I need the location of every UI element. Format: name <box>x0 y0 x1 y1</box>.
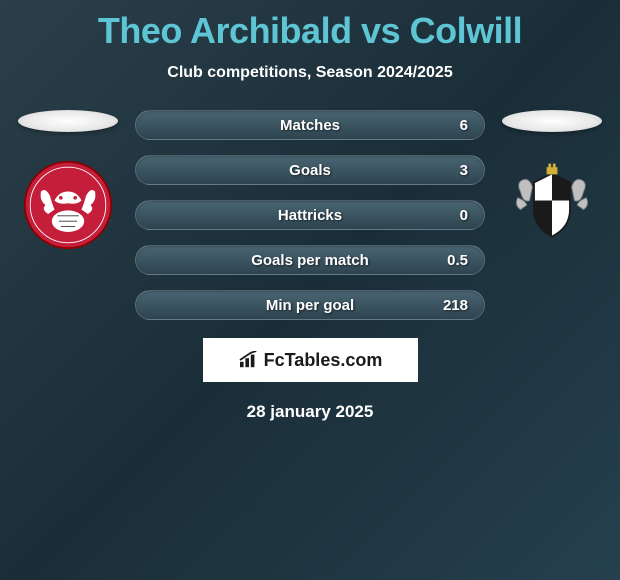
stat-right-value: 0.5 <box>438 252 468 269</box>
stats-column: Matches 6 Goals 3 Hattricks 0 Goals per … <box>135 110 485 320</box>
stat-right-value: 218 <box>438 297 468 314</box>
stat-label: Matches <box>280 117 340 134</box>
stat-label: Hattricks <box>278 207 342 224</box>
right-team-crest-icon <box>507 160 597 250</box>
comparison-subtitle: Club competitions, Season 2024/2025 <box>0 64 620 82</box>
right-oval-badge <box>502 110 602 132</box>
left-oval-badge <box>18 110 118 132</box>
left-player-col <box>13 110 123 250</box>
stat-row-hattricks: Hattricks 0 <box>135 200 485 230</box>
right-player-col <box>497 110 607 250</box>
stat-row-mpg: Min per goal 218 <box>135 290 485 320</box>
stat-label: Min per goal <box>266 297 354 314</box>
stat-right-value: 0 <box>438 207 468 224</box>
left-team-crest-icon <box>23 160 113 250</box>
brand-label: FcTables.com <box>264 350 383 371</box>
brand-badge[interactable]: FcTables.com <box>203 338 418 382</box>
comparison-title: Theo Archibald vs Colwill <box>0 0 620 52</box>
stat-label: Goals per match <box>251 252 369 269</box>
stat-row-goals: Goals 3 <box>135 155 485 185</box>
stat-right-value: 6 <box>438 117 468 134</box>
content-row: Matches 6 Goals 3 Hattricks 0 Goals per … <box>0 110 620 320</box>
stat-label: Goals <box>289 162 331 179</box>
stat-row-gpm: Goals per match 0.5 <box>135 245 485 275</box>
brand-chart-icon <box>238 351 260 369</box>
stat-right-value: 3 <box>438 162 468 179</box>
stat-row-matches: Matches 6 <box>135 110 485 140</box>
comparison-date: 28 january 2025 <box>0 402 620 422</box>
